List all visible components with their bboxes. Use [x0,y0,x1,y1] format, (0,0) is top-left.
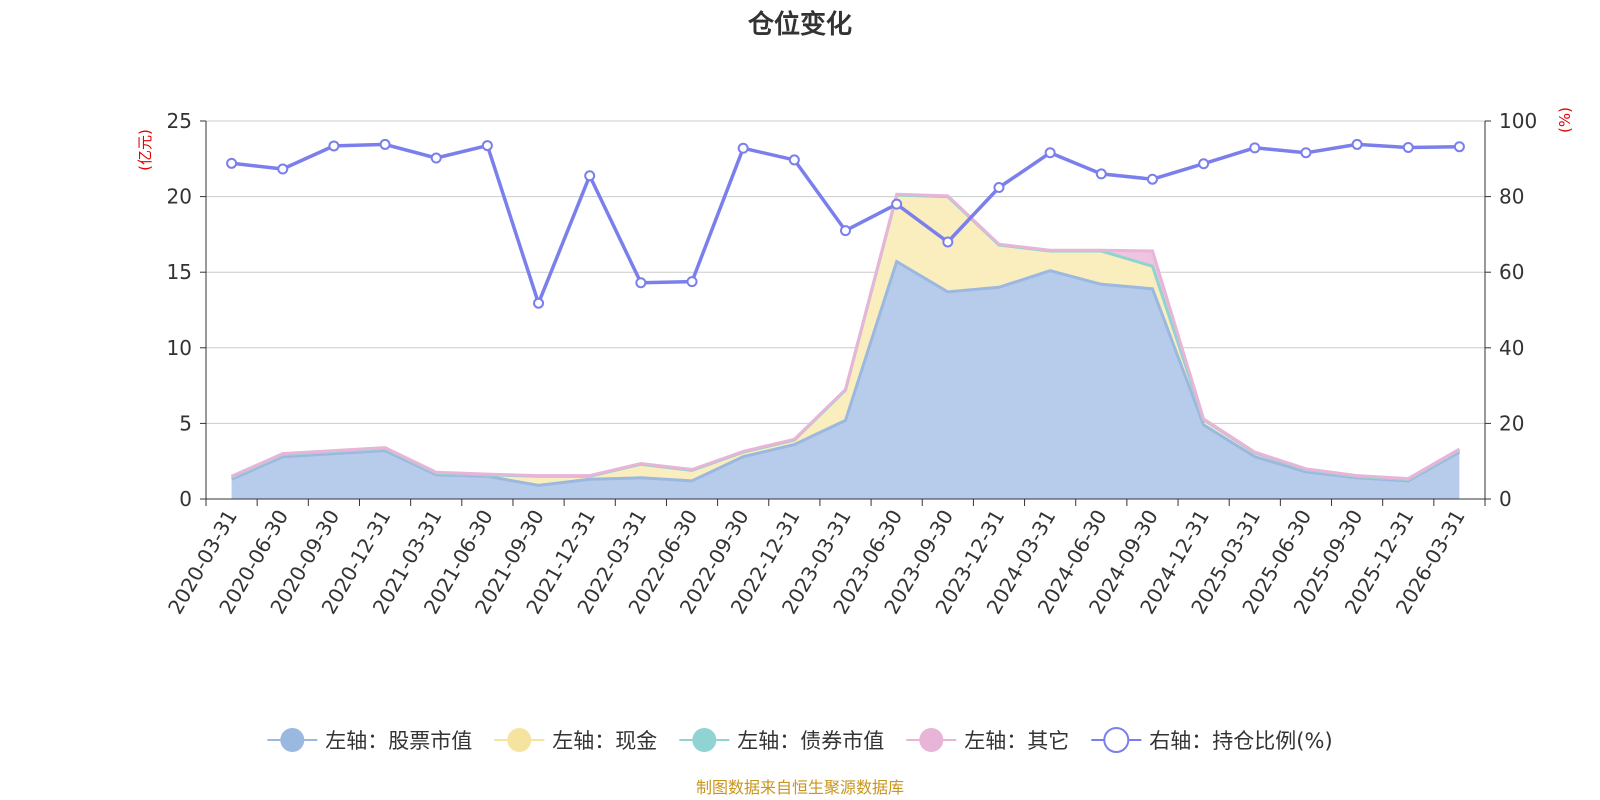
legend-item: 左轴：其它 [906,728,1069,753]
ratio-point [1351,138,1363,150]
legend-marker [919,728,944,752]
ratio-point [379,138,391,150]
ratio-point [481,140,493,152]
ratio-point [1198,158,1210,170]
chart-title: 仓位变化 [747,9,852,40]
right-axis-unit: (%) [1556,107,1574,133]
right-tick-label: 20 [1499,411,1524,435]
left-tick-label: 25 [167,109,192,133]
ratio-point [1095,168,1107,180]
legend-label: 左轴：其它 [964,729,1069,753]
ratio-point [1402,141,1414,153]
legend-item: 左轴：现金 [494,728,657,753]
ratio-point [277,163,289,175]
ratio-point [430,152,442,164]
area-edge-左轴：其它 [230,192,1461,481]
ratio-point [328,140,340,152]
ratio-point [533,297,545,309]
ratio-point [686,276,698,288]
ratio-point [891,198,903,210]
legend-label: 左轴：现金 [552,729,657,753]
ratio-point [1249,142,1261,154]
data-source-note: 制图数据来自恒生聚源数据库 [696,778,904,797]
ratio-point [737,142,749,154]
stacked-areas [230,192,1461,499]
left-tick-label: 15 [167,260,192,284]
right-tick-label: 40 [1499,336,1524,360]
legend-label: 右轴：持仓比例(%) [1149,729,1332,753]
legend-marker [507,728,532,752]
legend-item: 右轴：持仓比例(%) [1091,727,1333,753]
area-edge-左轴：股票市值 [230,259,1461,487]
legend-label: 左轴：股票市值 [325,729,472,753]
right-tick-label: 60 [1499,260,1524,284]
ratio-point [993,182,1005,194]
legend-item: 左轴：股票市值 [267,728,472,753]
ratio-point [226,157,238,169]
right-tick-label: 100 [1499,109,1537,133]
ratio-point [1300,147,1312,159]
ratio-point [1453,141,1465,153]
ratio-point [840,225,851,237]
left-tick-label: 5 [179,411,192,435]
legend-item: 左轴：债券市值 [679,728,884,753]
ratio-point [1146,173,1158,185]
right-tick-label: 0 [1499,487,1512,511]
legend-marker [692,728,717,752]
area-左轴：股票市值 [231,261,1460,499]
ratio-polyline [231,142,1460,305]
legend: 左轴：股票市值 左轴：现金 左轴：债券市值 左轴：其它 右轴：持仓比例(%) [267,727,1333,753]
ratio-point [635,277,647,289]
axes: 05101520250204060801002020-03-312020-06-… [163,109,1537,618]
ratio-point [1044,147,1056,159]
grid-lines [206,120,1485,424]
left-tick-label: 20 [167,185,192,209]
right-tick-label: 80 [1499,185,1524,209]
legend-marker [280,728,305,752]
position-ratio-line [226,138,1465,309]
left-tick-label: 10 [167,336,192,360]
legend-label: 左轴：债券市值 [737,729,884,753]
ratio-point [942,236,954,248]
left-axis-unit: (亿元) [136,129,154,171]
legend-marker [1103,727,1130,753]
ratio-point [584,170,596,182]
left-tick-label: 0 [179,487,192,511]
ratio-point [788,154,800,166]
